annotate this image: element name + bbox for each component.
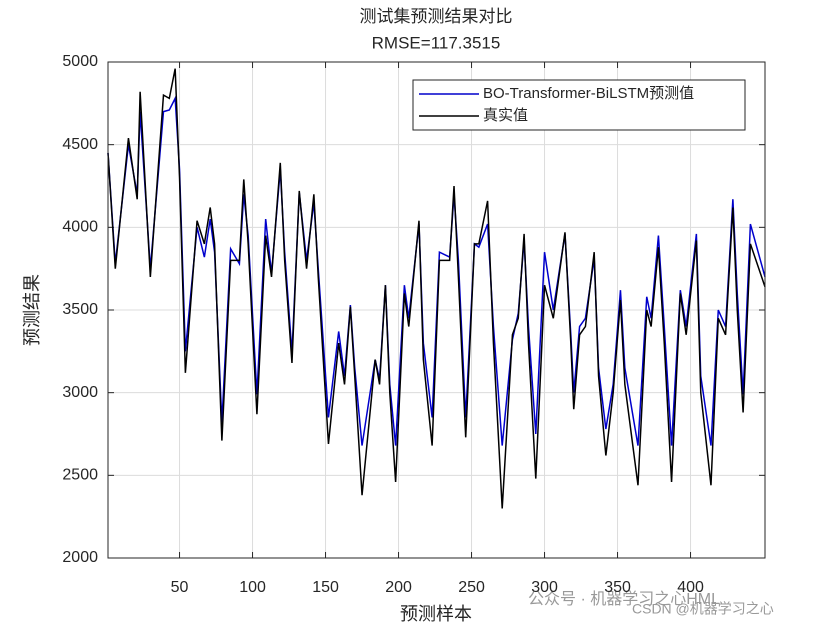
x-tick-label: 300: [531, 579, 558, 596]
y-tick-label: 3000: [62, 384, 98, 401]
y-tick-label: 5000: [62, 53, 98, 70]
x-axis-label: 预测样本: [400, 604, 472, 624]
x-tick-label: 350: [604, 579, 631, 596]
y-axis-label: 预测结果: [22, 274, 42, 346]
chart-title: 测试集预测结果对比: [360, 7, 513, 26]
y-tick-label: 4000: [62, 219, 98, 236]
watermark: 公众号 · 机器学习之心HML: [528, 590, 720, 608]
legend-label: BO-Transformer-BiLSTM预测值: [483, 85, 694, 102]
series-line: [107, 68, 766, 509]
legend-label: 真实值: [483, 106, 528, 124]
y-tick-label: 4500: [62, 136, 98, 153]
y-tick-label: 2500: [62, 467, 98, 484]
x-tick-label: 50: [171, 579, 189, 596]
chart-subtitle: RMSE=117.3515: [372, 33, 501, 52]
x-tick-label: 150: [312, 579, 339, 596]
y-tick-label: 2000: [62, 549, 98, 566]
watermark: CSDN @机器学习之心: [632, 601, 774, 617]
y-tick-label: 3500: [62, 301, 98, 318]
legend-box: [412, 79, 746, 131]
x-tick-label: 100: [239, 579, 266, 596]
x-tick-label: 250: [458, 579, 485, 596]
x-tick-label: 400: [677, 579, 704, 596]
plot-frame: [107, 61, 766, 559]
x-tick-label: 200: [385, 579, 412, 596]
